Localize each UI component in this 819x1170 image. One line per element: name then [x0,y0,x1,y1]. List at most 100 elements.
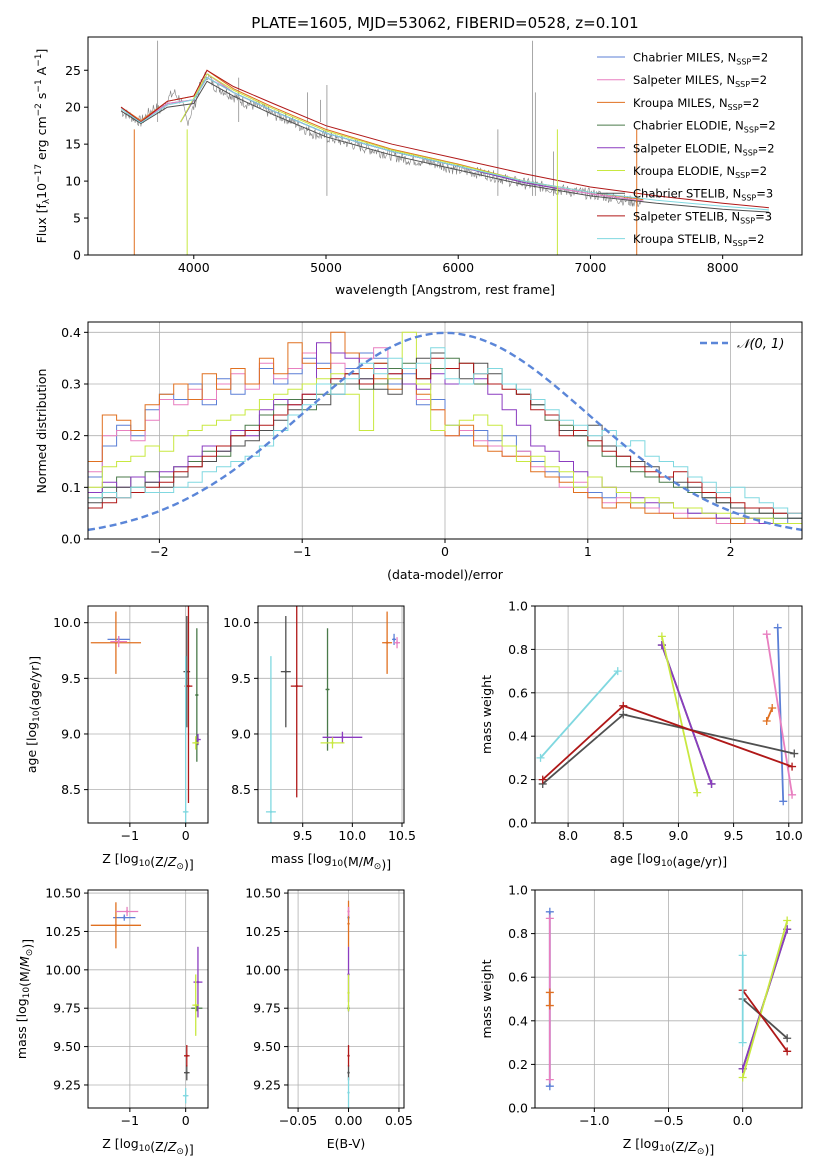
x-tick-label: −1 [121,828,139,843]
x-tick-label: 8.0 [558,828,578,843]
data-point [194,1003,197,1007]
y-tick-label: 10.00 [245,962,281,977]
data-point [395,641,399,644]
x-tick-label: −1 [121,1113,139,1128]
y-tick-label: 0.0 [508,1101,528,1116]
y-tick-label: 0.4 [508,729,528,744]
x-tick-label: 0.0 [733,1113,753,1128]
y-tick-label: 9.25 [53,1077,81,1092]
y-axis-label: mass weight [479,675,494,754]
y-tick-label: 10.0 [223,615,251,630]
chart-1: −2 −1 0 1 2 0.0 0.1 0.2 0.3 0.4 (data-model)/error… [34,321,803,582]
data-point [331,741,334,745]
y-tick-label: 9.50 [253,1039,281,1054]
figure-title: PLATE=1605, MJD=53062, FIBERID=0528, z=0… [251,14,638,32]
x-tick-label: 10.0 [775,828,803,843]
y-tick-label: 8.5 [61,782,81,797]
weight-marker [545,1075,554,1084]
data-point [295,684,298,688]
y-tick-label: 0.8 [508,642,528,657]
x-tick-label: 0 [182,1113,190,1128]
x-axis-label: Z [log10(Z/Z⊙)] [102,851,193,872]
model-line [180,73,558,188]
weight-marker [613,667,622,676]
y-tick-label: 9.5 [231,671,251,686]
axes-frame [534,605,803,824]
data-point [284,670,288,673]
data-point [196,738,200,741]
x-tick-label: 5000 [310,260,342,275]
weight-line [542,704,793,781]
data-point [123,916,126,919]
weight-marker [762,717,771,726]
y-tick-label: 0.2 [508,772,528,787]
x-tick-label: −2 [150,544,168,559]
x-tick-label: 0 [182,828,190,843]
x-tick-label: −0.5 [653,1113,683,1128]
x-tick-label: 0.05 [385,1113,413,1128]
weight-line [742,998,788,1039]
y-tick-label: 0.1 [61,480,81,495]
data-point [184,810,187,814]
weight-marker [619,710,628,719]
y-tick-label: 25 [65,63,81,78]
legend-label: Kroupa MILES, NSSP=2 [633,96,759,112]
y-tick-label: 9.0 [231,726,251,741]
model-line [120,80,769,213]
weight-line [542,713,795,785]
histogram-step [88,347,802,514]
data-point [347,910,350,913]
y-axis-label: age [log10(age/yr)] [24,656,42,773]
y-axis-label: mass weight [479,959,494,1038]
y-tick-label: 10.0 [53,615,81,630]
y-tick-label: 1.0 [508,599,528,614]
axes-frame [87,36,803,256]
y-tick-label: 0.3 [61,377,81,392]
weight-marker [545,1001,554,1010]
weight-marker [693,788,702,797]
y-tick-label: 5 [73,211,81,226]
weight-marker [762,630,771,639]
data-point [347,991,350,995]
y-tick-label: 15 [65,137,81,152]
y-tick-label: 10.50 [45,886,81,901]
plot-area [265,606,401,823]
data-point [125,910,129,913]
y-tick-label: 9.50 [53,1039,81,1054]
x-tick-label: 8.5 [613,828,633,843]
x-axis-label: E(B-V) [327,1136,366,1151]
data-point [347,922,350,925]
x-tick-label: 9.0 [668,828,688,843]
chart-5: −1 0 9.25 9.50 9.75 10.00 10.25 10.50 Z [log10(Z… [14,886,209,1157]
legend-label: Chabrier STELIB, NSSP=3 [633,187,773,203]
weight-marker [779,797,788,806]
weight-marker [788,790,797,799]
y-tick-label: 9.75 [53,1001,81,1016]
weight-marker [538,775,547,784]
y-tick-label: 9.5 [61,671,81,686]
y-tick-label: 0.6 [508,970,528,985]
weight-marker [545,914,554,923]
y-tick-label: 0.4 [508,1013,528,1028]
weight-marker [545,988,554,997]
y-axis-label: Normed distribution [34,369,49,494]
data-point [114,924,118,927]
histogram-step [88,357,802,514]
weight-line [661,636,699,793]
x-tick-label: −0.05 [279,1113,317,1128]
chart-0: 4000 5000 6000 7000 8000 0 5 10 15 20 25 wavelength… [34,36,803,297]
x-tick-label: 7000 [575,260,607,275]
weight-line [776,627,785,802]
data-point [392,638,396,641]
weight-marker [788,762,797,771]
legend-label: Salpeter ELODIE, NSSP=2 [633,141,775,157]
plot-area [90,606,201,823]
data-point [347,1054,350,1058]
x-axis-label: Z [log10(Z/Z⊙)] [623,1136,714,1157]
legend-label: Chabrier MILES, NSSP=2 [633,51,768,67]
x-axis-label: age [log10(age/yr)] [610,851,727,869]
x-tick-label: 9.5 [724,828,744,843]
weight-marker [536,753,545,762]
axes-frame [287,889,405,1109]
